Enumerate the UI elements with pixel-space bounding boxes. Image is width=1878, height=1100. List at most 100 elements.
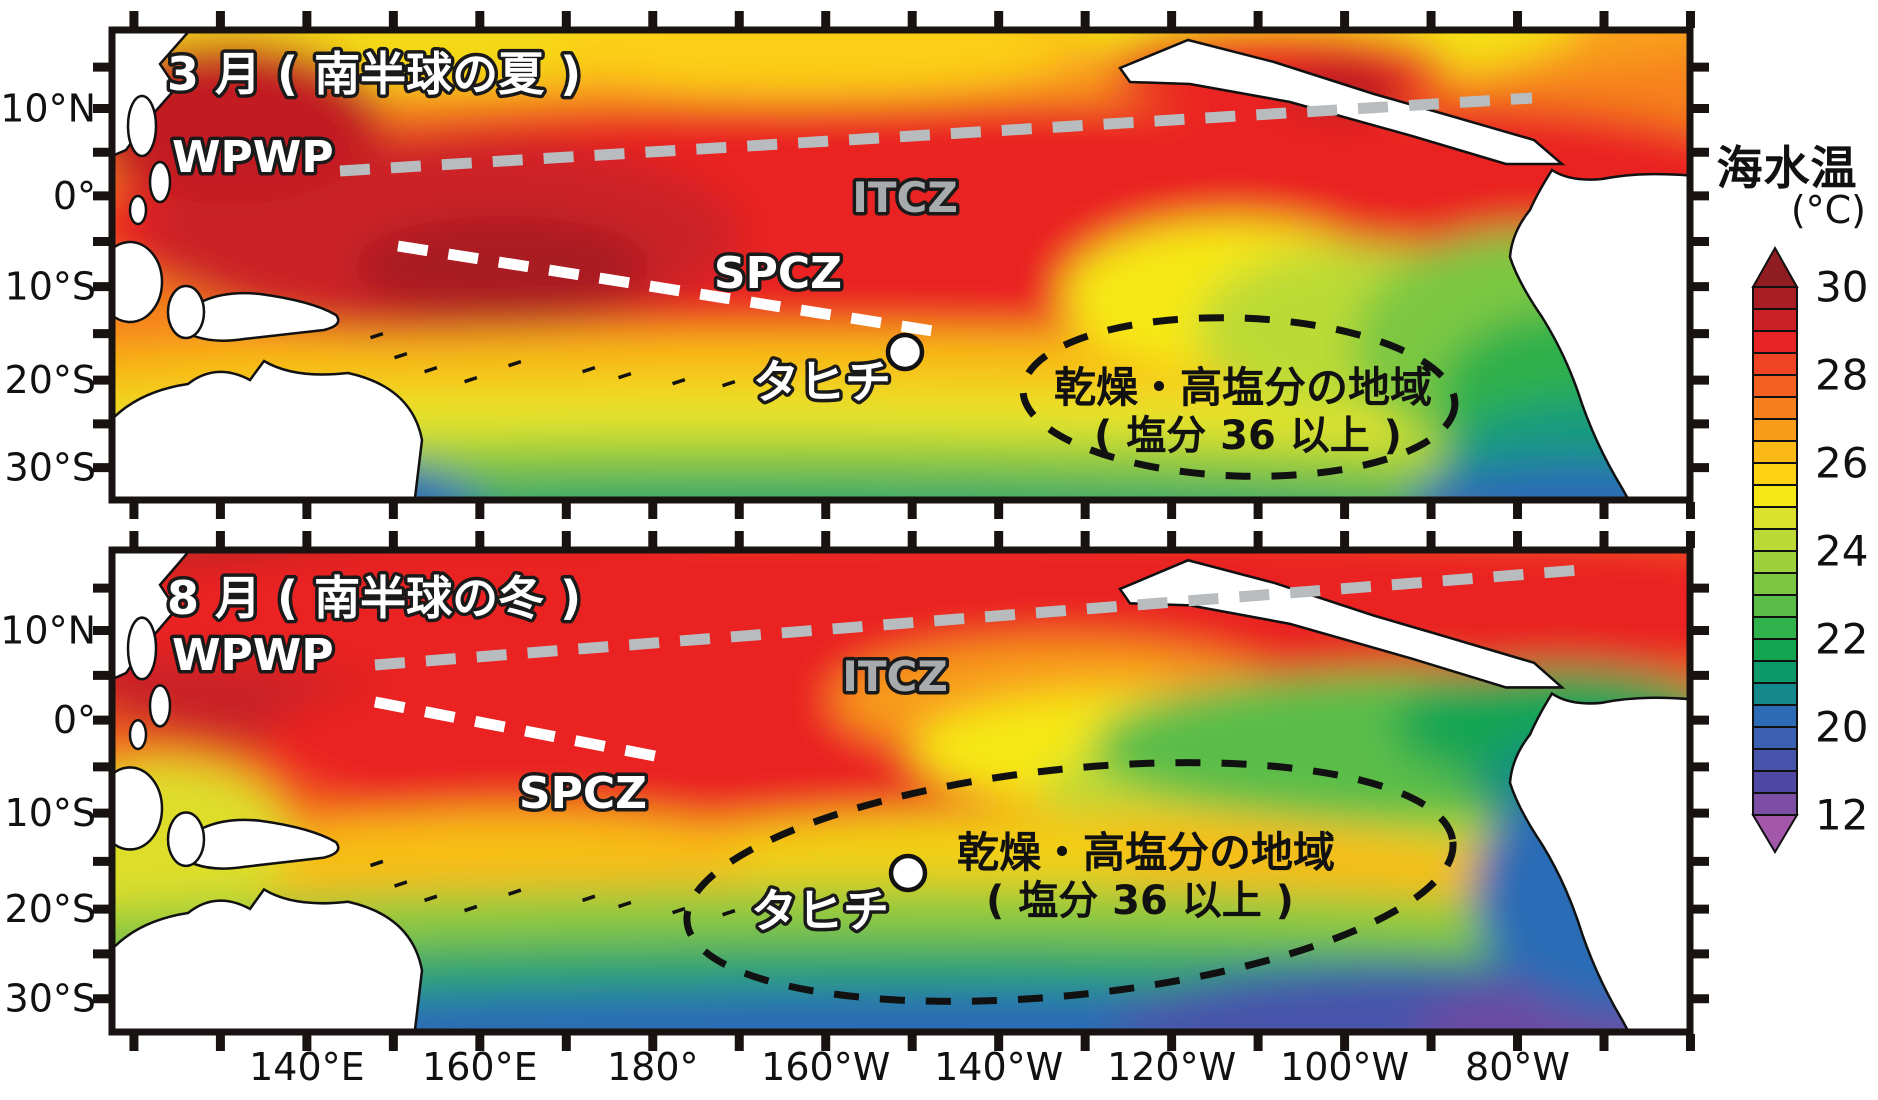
tahiti-label: タヒチ xyxy=(751,884,889,938)
spcz-dashed-line xyxy=(397,240,946,339)
new-guinea xyxy=(172,291,340,342)
island xyxy=(112,240,164,324)
islet-mark xyxy=(618,371,632,380)
colorbar-segment xyxy=(1752,726,1798,750)
island xyxy=(128,718,148,751)
lat-label: 10°S xyxy=(5,265,96,309)
panel-august: 8 月 ( 南半球の冬 )WPWP ITCZ SPCZ タヒチ 乾燥・高塩分の地域( 塩… xyxy=(112,550,1690,1032)
islet-mark xyxy=(722,908,736,917)
islet-mark xyxy=(582,365,596,374)
colorbar-segment xyxy=(1752,286,1798,310)
colorbar-tick-label: 20 xyxy=(1815,703,1868,752)
itcz-dashed-line xyxy=(339,92,1533,177)
spcz-label: SPCZ xyxy=(714,248,842,299)
lat-label: 30°S xyxy=(5,446,96,490)
panel-title: 8 月 ( 南半球の冬 ) xyxy=(167,571,581,625)
australia xyxy=(112,359,424,500)
lon-label: 80°W xyxy=(1465,1045,1570,1089)
panel-border xyxy=(108,26,1694,504)
islet-mark xyxy=(464,375,478,384)
islet-mark xyxy=(672,377,686,386)
lat-label: 10°N xyxy=(0,86,96,130)
lon-label: 160°E xyxy=(422,1045,538,1089)
island xyxy=(128,194,148,226)
dry-region-label-line1: 乾燥・高塩分の地域 xyxy=(957,828,1335,877)
sst-blob xyxy=(112,40,382,204)
colorbar-title: 海水温 xyxy=(1716,141,1858,195)
islet-mark xyxy=(370,859,384,868)
islet-mark xyxy=(722,379,736,388)
colorbar-segment xyxy=(1752,704,1798,728)
island xyxy=(112,766,164,851)
tahiti-marker xyxy=(885,332,925,372)
colorbar-segment xyxy=(1752,616,1798,640)
tahiti-label: タヒチ xyxy=(753,355,891,409)
wpwp-label: WPWP xyxy=(172,630,334,681)
colorbar-unit: (°C) xyxy=(1790,188,1866,232)
lon-label: 160°W xyxy=(761,1045,890,1089)
colorbar-segment xyxy=(1752,484,1798,508)
islet-mark xyxy=(508,888,522,896)
islet-mark xyxy=(672,906,686,915)
islet-mark xyxy=(582,894,596,903)
colorbar-segment xyxy=(1752,770,1798,794)
island xyxy=(166,284,206,340)
colorbar-tick-label: 28 xyxy=(1815,351,1868,400)
annotations-august: 8 月 ( 南半球の冬 )WPWP ITCZ SPCZ タヒチ 乾燥・高塩分の地域( 塩… xyxy=(164,564,1581,1005)
lat-label: 0° xyxy=(53,174,96,218)
south-america xyxy=(1508,691,1690,1032)
islet-mark xyxy=(424,365,438,374)
lon-label: 100°W xyxy=(1280,1045,1409,1089)
colorbar-tick-label: 12 xyxy=(1815,791,1868,840)
land-layer xyxy=(112,550,1690,1032)
sst-blob xyxy=(732,815,1132,905)
lat-label: 20°S xyxy=(5,887,96,931)
new-guinea xyxy=(172,818,340,870)
colorbar: 30 28 26 24 22 20 12 xyxy=(1751,245,1868,854)
colorbar-segment xyxy=(1752,660,1798,684)
colorbar-segment xyxy=(1752,506,1798,530)
islet-mark xyxy=(424,894,438,903)
colorbar-segment xyxy=(1752,396,1798,420)
lon-label: 180° xyxy=(607,1045,699,1089)
lon-label: 120°W xyxy=(1107,1045,1236,1089)
lon-label: 140°E xyxy=(249,1045,365,1089)
lat-label: 10°S xyxy=(5,791,96,835)
panel-border xyxy=(108,546,1694,1036)
itcz-label: ITCZ xyxy=(842,652,948,701)
island xyxy=(166,811,206,868)
itcz-label: ITCZ xyxy=(852,173,958,222)
islet-mark xyxy=(394,880,408,888)
spcz-label: SPCZ xyxy=(519,768,647,819)
lon-label: 140°W xyxy=(934,1045,1063,1089)
colorbar-segment xyxy=(1752,682,1798,706)
colorbar-segment xyxy=(1752,792,1798,816)
colorbar-segment xyxy=(1752,572,1798,596)
island xyxy=(126,616,158,681)
islet-mark xyxy=(508,359,522,368)
dry-region-label-line2: ( 塩分 36 以上 ) xyxy=(1094,413,1402,459)
colorbar-segment xyxy=(1752,330,1798,354)
land-layer xyxy=(112,30,1690,500)
lat-label: 20°S xyxy=(5,358,96,402)
lat-label: 0° xyxy=(53,698,96,742)
colorbar-segment xyxy=(1752,440,1798,464)
dry-region-label-line2: ( 塩分 36 以上 ) xyxy=(986,878,1294,924)
lat-label: 10°N xyxy=(0,608,96,652)
islet-mark xyxy=(618,900,632,909)
colorbar-segment xyxy=(1752,638,1798,662)
islet-mark xyxy=(370,331,384,340)
dry-region-label-line1: 乾燥・高塩分の地域 xyxy=(1054,363,1432,412)
panel-title: 3 月 ( 南半球の夏 ) xyxy=(167,47,581,101)
sst-blob xyxy=(552,30,1072,100)
tahiti-marker xyxy=(888,853,928,893)
lat-label: 30°S xyxy=(5,977,96,1021)
colorbar-segment xyxy=(1752,374,1798,398)
colorbar-segment xyxy=(1752,418,1798,442)
colorbar-segment xyxy=(1752,352,1798,376)
wpwp-label: WPWP xyxy=(172,132,334,183)
dry-region-ellipse xyxy=(1019,314,1459,480)
colorbar-tick-label: 24 xyxy=(1815,527,1868,576)
